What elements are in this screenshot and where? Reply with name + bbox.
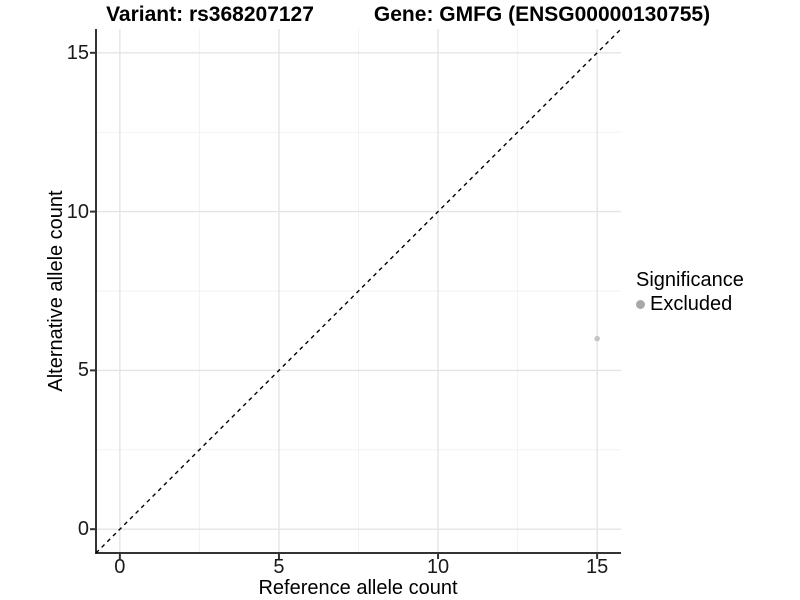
plot-title-variant: Variant: rs368207127 — [106, 3, 314, 26]
x-tick-label: 0 — [114, 556, 126, 578]
legend-item-label: Excluded — [650, 293, 733, 315]
x-tick-label: 10 — [426, 556, 450, 578]
y-tick-label: 0 — [77, 518, 89, 541]
legend-title: Significance — [636, 269, 744, 291]
x-tick-label: 15 — [586, 556, 609, 578]
legend: Significance Excluded — [636, 269, 744, 316]
identity-reference-line — [95, 28, 622, 554]
legend-point-icon — [636, 300, 645, 309]
y-tick-label: 15 — [66, 41, 89, 64]
y-tick-label: 5 — [77, 359, 89, 382]
plot-title-gene: Gene: GMFG (ENSG00000130755) — [373, 3, 711, 26]
y-tick-label: 10 — [66, 200, 89, 223]
y-axis-title: Alternative allele count — [45, 190, 67, 392]
legend-item-excluded: Excluded — [636, 293, 744, 316]
x-tick-label: 5 — [273, 556, 285, 578]
data-point-excluded — [594, 335, 600, 342]
x-axis-title: Reference allele count — [258, 577, 458, 599]
